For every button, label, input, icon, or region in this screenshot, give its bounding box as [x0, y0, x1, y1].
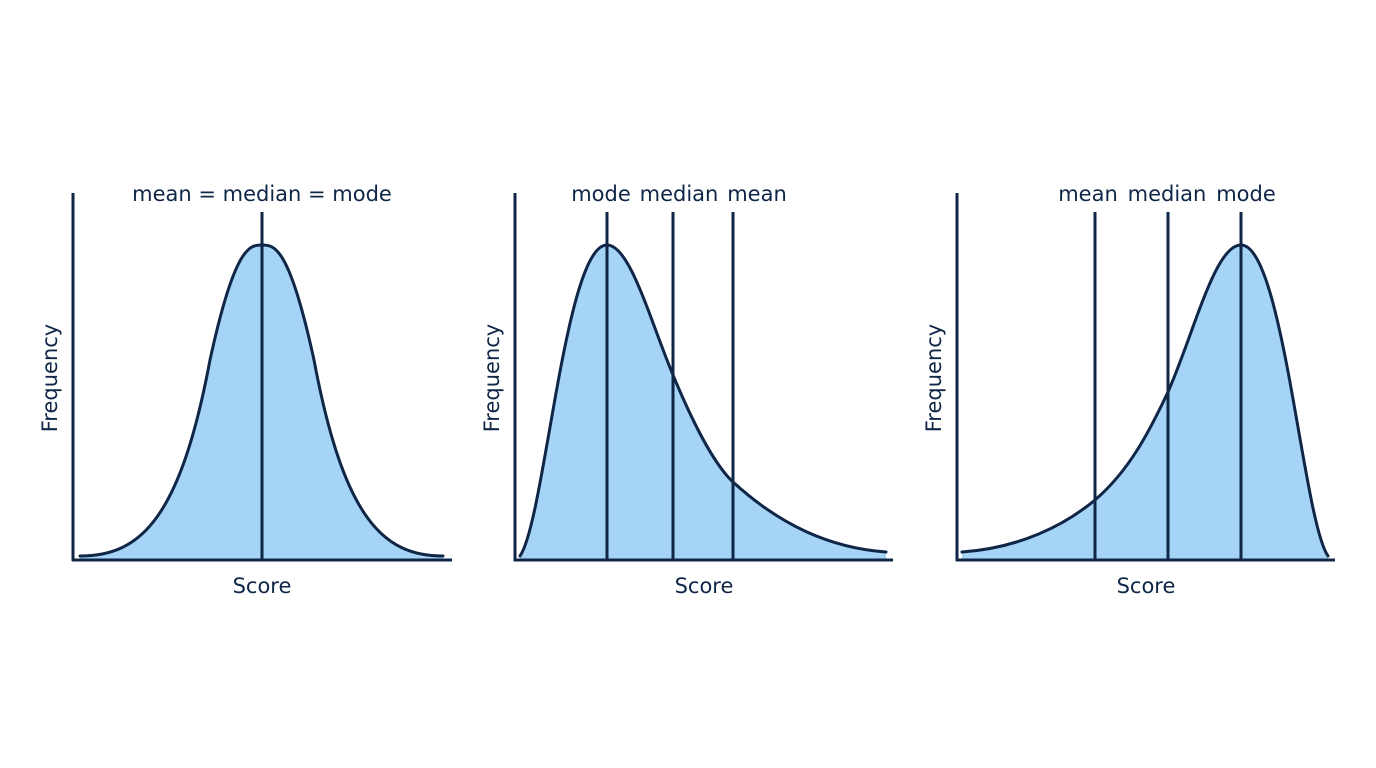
x-axis-label: Score	[675, 574, 734, 598]
panel-symmetric: mean = median = mode Score Frequency	[38, 182, 452, 598]
center-marker-label: mean = median = mode	[132, 182, 392, 206]
x-axis-label: Score	[1117, 574, 1176, 598]
distribution-curve	[518, 243, 888, 558]
mean-label: mean	[727, 182, 787, 206]
distribution-area	[962, 245, 1328, 560]
mode-label: mode	[1216, 182, 1276, 206]
median-label: median	[640, 182, 719, 206]
median-label: median	[1128, 182, 1207, 206]
y-axis-label: Frequency	[38, 324, 62, 433]
y-axis-label: Frequency	[922, 324, 946, 433]
x-axis-label: Score	[233, 574, 292, 598]
y-axis-label: Frequency	[480, 324, 504, 433]
panel-right-skewed: mode median mean Score Frequency	[480, 182, 893, 598]
mode-label: mode	[571, 182, 631, 206]
panel-left-skewed: mean median mode Score Frequency	[922, 182, 1335, 598]
mean-label: mean	[1058, 182, 1118, 206]
distribution-curve	[960, 243, 1330, 558]
distribution-area	[520, 245, 886, 560]
